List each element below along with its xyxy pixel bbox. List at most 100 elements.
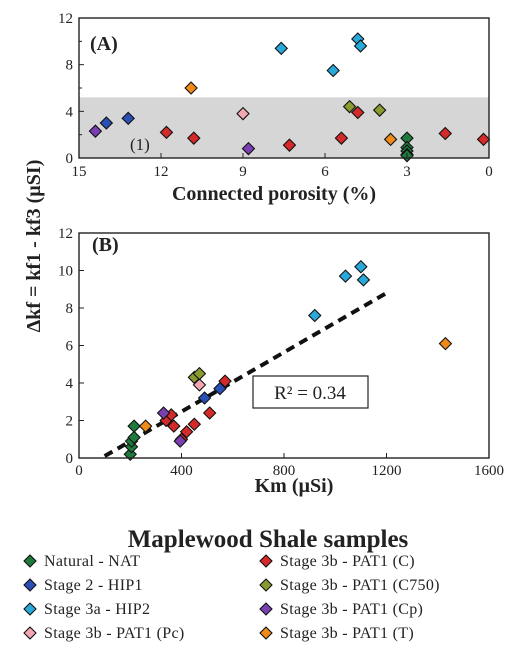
- y-tick-label: 2: [66, 414, 74, 430]
- x-tick-label: 800: [273, 463, 296, 479]
- legend-label: Stage 3a - HIP2: [44, 601, 150, 618]
- point-a: [121, 111, 135, 126]
- y-tick-label: 12: [58, 226, 73, 242]
- x-tick-label: 6: [321, 164, 329, 180]
- legend-item: Stage 3b - PAT1 (T): [259, 625, 414, 642]
- point-a: [236, 106, 250, 121]
- legend-marker: [259, 626, 273, 640]
- point-b: [202, 406, 217, 420]
- point-a: [282, 138, 297, 152]
- point-b: [438, 336, 453, 351]
- point-a: [99, 116, 114, 130]
- legend-title: Maplewood Shale samples: [128, 526, 409, 553]
- legend-label: Stage 3b - PAT1 (C): [280, 553, 415, 570]
- legend-marker: [259, 554, 273, 568]
- panel-b: 0 400 800 1200 1600 0 2 4 6 8 10 12 (B) R² = 0.34 K…: [58, 226, 504, 497]
- point-b: [307, 308, 322, 323]
- y-tick-label: 8: [66, 301, 74, 317]
- point-a: [351, 105, 365, 120]
- legend-item: Stage 2 - HIP1: [23, 577, 143, 594]
- legend-item: Natural - NAT: [23, 553, 140, 570]
- legend: Maplewood Shale samples Natural - NAT Sta…: [23, 526, 440, 642]
- point-a: [383, 132, 398, 147]
- point-b: [127, 419, 141, 433]
- legend-marker: [23, 554, 37, 568]
- x-tick-label: 1600: [474, 463, 504, 479]
- legend-label: Natural - NAT: [44, 553, 140, 570]
- x-tick-label: 15: [72, 164, 87, 180]
- x-tick-label: 400: [170, 463, 193, 479]
- point-b: [187, 417, 202, 432]
- point-a: [241, 141, 256, 156]
- point-a: [476, 132, 491, 147]
- x-tick-label: 9: [239, 164, 247, 180]
- point-a: [184, 81, 198, 95]
- r2-box: R² = 0.34: [252, 375, 369, 409]
- legend-marker: [259, 578, 273, 592]
- panel-a-ticks: 15 12 9 6 3 0 0 4 8 12: [58, 11, 493, 180]
- point-a: [353, 39, 368, 53]
- point-b: [354, 259, 368, 274]
- y-tick-label: 12: [58, 11, 73, 27]
- panel-b-label: (B): [92, 234, 119, 256]
- point-b: [173, 434, 187, 448]
- legend-marker: [259, 602, 273, 616]
- legend-items: Natural - NAT Stage 3b - PAT1 (C) Stage 2 …: [23, 553, 440, 642]
- shaded-band: [79, 97, 489, 158]
- legend-label: Stage 3b - PAT1 (T): [280, 625, 414, 642]
- legend-label: Stage 3b - PAT1 (Cp): [280, 601, 423, 618]
- panel-b-ticks: 0 400 800 1200 1600 0 2 4 6 8 10 12: [58, 226, 504, 479]
- band-label: (1): [130, 135, 150, 154]
- point-a: [372, 103, 387, 117]
- legend-marker: [23, 602, 37, 616]
- legend-label: Stage 3b - PAT1 (Pc): [44, 625, 185, 642]
- legend-item: Stage 3b - PAT1 (Pc): [23, 625, 185, 642]
- point-a: [159, 125, 174, 140]
- panel-b-frame: [78, 232, 490, 459]
- legend-item: Stage 3a - HIP2: [23, 601, 150, 618]
- x-tick-label: 3: [403, 164, 411, 180]
- x-axis-title-b: Km (µSi): [255, 475, 334, 497]
- point-a: [274, 41, 289, 56]
- legend-item: Stage 3b - PAT1 (C750): [259, 577, 440, 594]
- trendline-path: [103, 291, 388, 458]
- trendline: [103, 291, 388, 458]
- panel-a-label: (A): [90, 33, 118, 55]
- legend-label: Stage 2 - HIP1: [44, 577, 143, 594]
- y-tick-label: 10: [58, 264, 73, 280]
- legend-item: Stage 3b - PAT1 (Cp): [259, 601, 423, 618]
- point-a: [326, 63, 340, 78]
- point-b: [179, 424, 194, 439]
- point-b: [218, 374, 232, 388]
- panel-a: 15 12 9 6 3 0 0 4 8 12 (A) (1) Connected porosity…: [58, 11, 493, 205]
- x-axis-title-a: Connected porosity (%): [172, 183, 376, 205]
- point-b: [338, 269, 353, 283]
- point-b: [197, 391, 212, 405]
- y-axis-title: Δkf = kf1 - kf3 (µSI): [23, 160, 45, 333]
- y-tick-label: 4: [66, 376, 74, 392]
- r2-label: R² = 0.34: [274, 383, 346, 404]
- y-tick-label: 0: [66, 151, 74, 167]
- x-tick-label: 12: [154, 164, 169, 180]
- point-b: [192, 366, 207, 381]
- point-b: [156, 406, 171, 420]
- legend-marker: [23, 578, 37, 592]
- point-a: [187, 131, 201, 145]
- legend-item: Stage 3b - PAT1 (C): [259, 553, 415, 570]
- point-b: [356, 273, 371, 287]
- panel-b-marks: [123, 259, 453, 462]
- y-tick-label: 6: [66, 339, 74, 355]
- point-a: [342, 99, 357, 114]
- legend-label: Stage 3b - PAT1 (C750): [280, 577, 440, 594]
- point-b: [167, 419, 181, 433]
- point-a: [88, 124, 103, 138]
- point-b: [127, 430, 141, 445]
- x-tick-label: 0: [75, 463, 83, 479]
- point-a: [438, 126, 453, 141]
- legend-marker: [23, 626, 37, 640]
- y-tick-label: 0: [66, 451, 74, 467]
- x-tick-label: 1200: [372, 463, 402, 479]
- point-b: [138, 419, 153, 433]
- y-tick-label: 4: [66, 104, 74, 120]
